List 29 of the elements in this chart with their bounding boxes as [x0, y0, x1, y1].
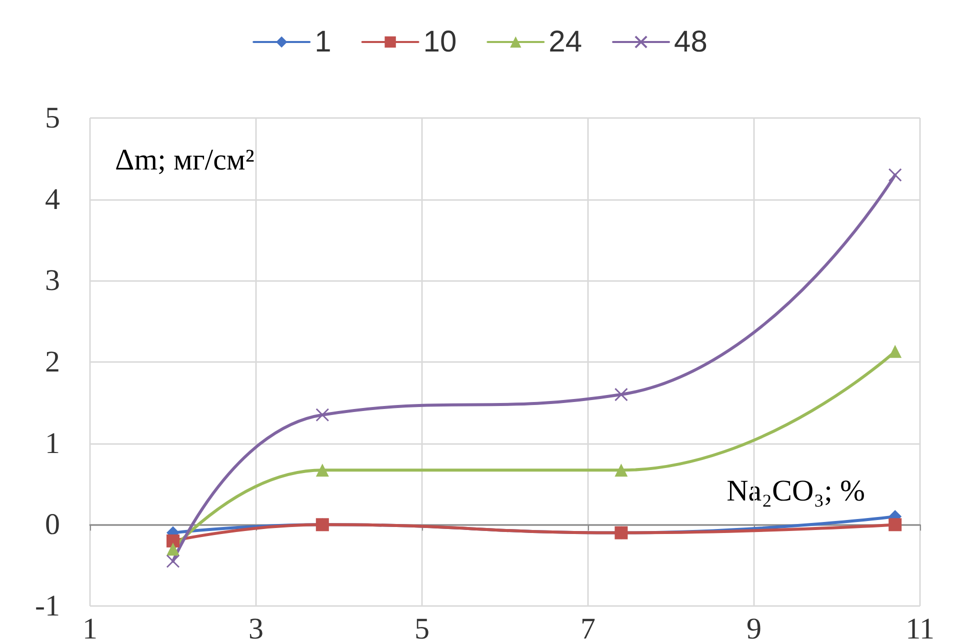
x-tick-label: 9 [746, 612, 762, 644]
x-tick-label: 3 [248, 612, 264, 644]
x-tick-label: 7 [580, 612, 596, 644]
legend-label: 24 [548, 26, 582, 58]
y-tick-label: 3 [45, 264, 60, 298]
point [614, 464, 628, 477]
y-tick-label: 5 [45, 102, 60, 134]
point [614, 388, 628, 402]
point [888, 168, 902, 182]
point [316, 464, 329, 477]
legend-label: 48 [674, 26, 708, 58]
point [888, 344, 902, 358]
x-tick-label: 5 [414, 612, 430, 644]
y-tick-label: 0 [45, 508, 60, 542]
legend-label: 10 [423, 26, 457, 58]
legend-label: 1 [314, 26, 332, 58]
x-tick-label: 1 [82, 612, 98, 644]
point [166, 542, 180, 556]
y-tick-label: 1 [45, 426, 60, 460]
y-tick-label: 2 [45, 346, 60, 378]
x-axis-title: Na₂CO₃; % [726, 474, 866, 508]
y-tick-label: 4 [45, 182, 60, 216]
x-tick-label: 11 [906, 612, 934, 644]
point [888, 518, 902, 532]
point [316, 408, 330, 422]
point [166, 534, 180, 548]
y-tick-label: -1 [35, 590, 60, 622]
y-axis-title: Δm; мг/см² [115, 144, 254, 176]
point [166, 554, 180, 568]
